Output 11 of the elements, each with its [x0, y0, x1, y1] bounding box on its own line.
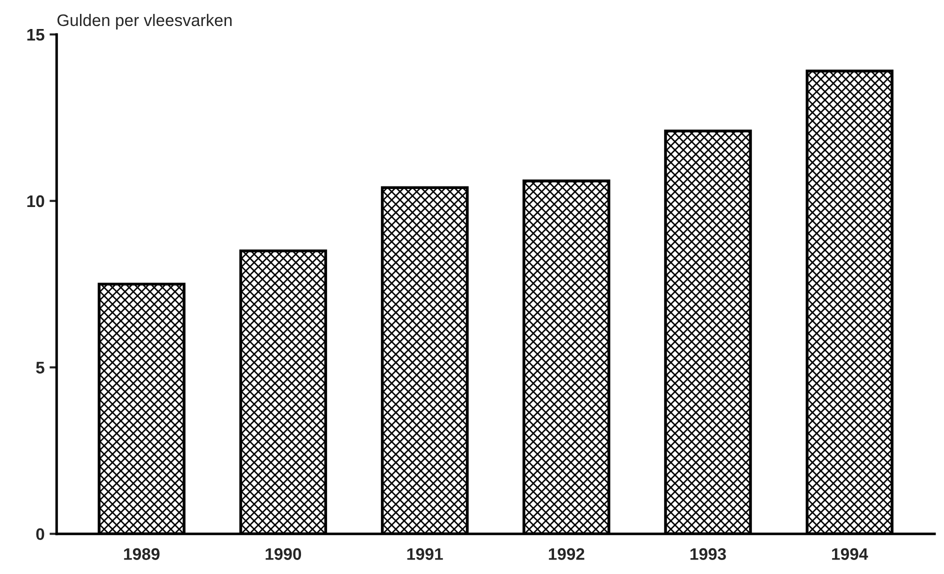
x-tick-label: 1993 [690, 548, 726, 560]
x-tick-label: 1990 [266, 548, 302, 560]
y-tick-label: 0 [36, 528, 44, 540]
y-tick-label: 5 [36, 362, 44, 374]
x-tick-label: 1994 [832, 548, 868, 560]
y-tick-label: 10 [27, 195, 44, 208]
x-tick-label: 1992 [548, 548, 584, 560]
y-tick-label: 15 [27, 29, 44, 41]
x-tick-label: 1991 [407, 548, 443, 560]
x-tick-label: 1989 [124, 548, 160, 560]
y-axis-title: Gulden per vleesvarken [57, 14, 232, 30]
